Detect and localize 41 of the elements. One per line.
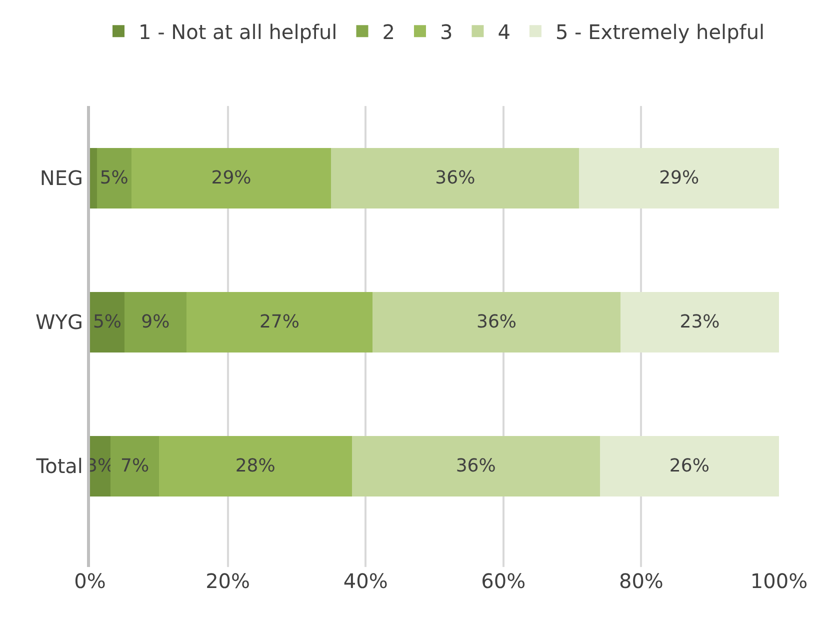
bar [372,292,621,352]
bar [579,148,779,208]
legend-label: 2 [382,20,395,44]
bar [131,148,332,208]
bar [90,292,124,352]
data-label: 23% [680,312,720,333]
y-tick-label: Total [35,454,83,478]
data-label: 5% [100,168,128,189]
x-tick-label: 100% [750,569,808,593]
legend-label: 5 - Extremely helpful [555,20,765,44]
legend-label: 1 - Not at all helpful [138,20,338,44]
bar [124,292,186,352]
legend-label: 3 [440,20,453,44]
data-label: 27% [259,312,300,333]
data-label: 36% [435,168,476,189]
x-tick-label: 60% [481,569,526,593]
bar [600,436,779,496]
data-label: 7% [120,456,150,477]
y-tick-label: WYG [36,310,83,334]
bar [352,436,600,496]
bar [620,292,779,352]
y-tick-label: NEG [40,166,83,190]
x-tick-label: 0% [74,569,106,593]
x-tick-label: 80% [618,569,664,593]
bar [110,436,159,496]
x-tick-label: 20% [206,569,250,593]
data-label: 36% [456,456,496,477]
bar [158,436,352,496]
data-label: 29% [659,168,700,189]
legend-label: 4 [498,20,510,44]
data-label: 29% [211,168,252,189]
data-label: 28% [235,456,276,477]
data-label: 26% [669,456,710,477]
bar [90,148,97,208]
bar [331,148,580,208]
data-label: 5% [92,312,122,333]
bar [186,292,372,352]
bar [96,148,132,208]
data-label: 9% [141,312,170,333]
x-tick-label: 40% [343,569,388,593]
data-label: 36% [476,312,517,333]
